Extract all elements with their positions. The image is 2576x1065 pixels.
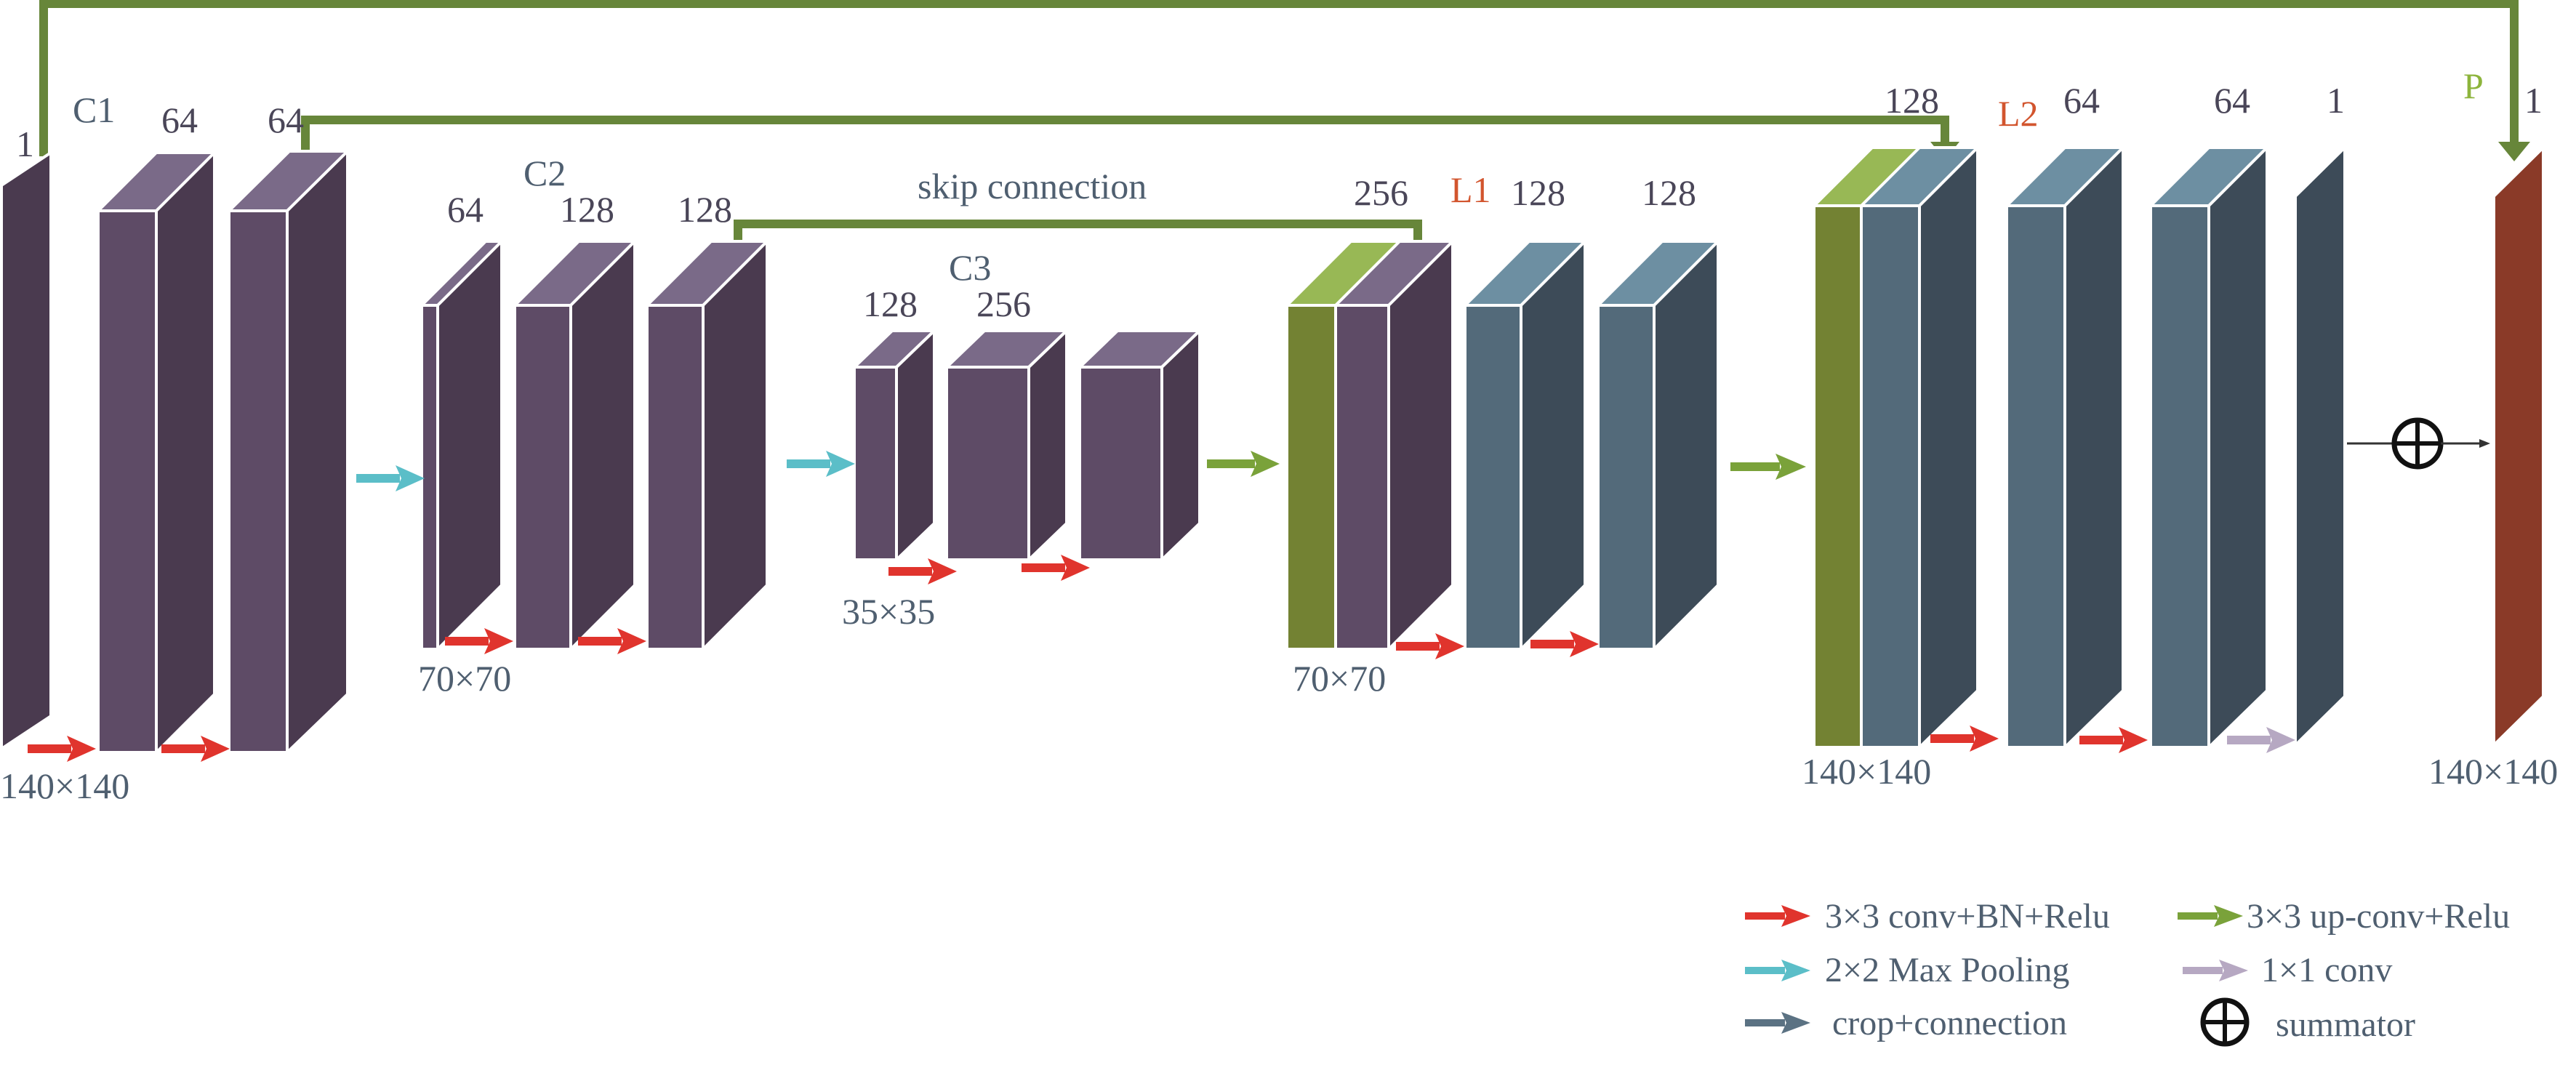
stage-label-c3: C3 (949, 247, 991, 288)
block-c2-c (643, 238, 771, 653)
green-upconv-arrow (1207, 451, 1280, 477)
red-conv-arrow (1022, 555, 1090, 581)
block-c1-b (225, 148, 351, 756)
channel-label: 64 (268, 100, 304, 140)
stage-label-p: P (2463, 65, 2484, 106)
legend-lavender-arrow-icon (2183, 967, 2223, 974)
skip-connection-c2-l1 (734, 220, 1422, 247)
channel-label: 128 (560, 189, 614, 230)
block-l1-b (1461, 238, 1589, 653)
legend-cyan-arrow-icon (1745, 967, 1785, 974)
stage-label-c2: C2 (523, 153, 566, 193)
block-l2-d (2294, 144, 2346, 749)
legend-label: 3×3 up-conv+Relu (2247, 897, 2510, 936)
skip-connection-label: skip connection (918, 166, 1147, 206)
block-c2-b (511, 238, 638, 653)
size-label: 35×35 (842, 591, 935, 632)
channel-label: 1 (16, 124, 34, 164)
block-input (0, 150, 52, 752)
channel-label: 256 (976, 284, 1031, 324)
block-c1-a (95, 149, 218, 756)
legend-label: crop+connection (1832, 1004, 2067, 1042)
channel-label: 128 (678, 189, 732, 230)
legend-label: summator (2276, 1005, 2415, 1044)
summator-node (2347, 417, 2490, 470)
channel-label: 128 (1511, 172, 1565, 213)
green-upconv-arrow (1730, 454, 1806, 480)
red-conv-arrow (1930, 726, 1999, 752)
size-label: 140×140 (0, 765, 129, 806)
channel-label: 128 (1642, 172, 1696, 213)
block-l2-c (2147, 144, 2271, 751)
cyan-pooling-arrow (787, 451, 855, 477)
block-c3-a (851, 327, 938, 563)
channel-label: 1 (2524, 80, 2543, 121)
red-conv-arrow (445, 628, 513, 654)
legend-red-arrow-icon (1745, 912, 1785, 920)
skip-connection-c1-l2 (301, 116, 1949, 156)
skip-arrowhead-p (2498, 142, 2530, 161)
channel-label: 128 (1885, 80, 1939, 121)
legend-item-crop: crop+connection (1745, 1004, 2067, 1042)
stage-label-l1: L1 (1450, 169, 1491, 210)
legend-green-arrow-icon (2178, 912, 2218, 920)
size-label: 70×70 (418, 658, 511, 699)
skip-connections (39, 0, 2519, 247)
stage-label-c1: C1 (73, 89, 115, 130)
channel-label: 1 (2327, 80, 2345, 121)
block-l2-b (2003, 144, 2127, 751)
block-c3-b (943, 327, 1070, 563)
text-labels: C1 C2 C3 L1 L2 P skip connection 1 64 64… (0, 65, 2558, 806)
stage-label-l2: L2 (1998, 93, 2039, 134)
block-c2-a (418, 238, 505, 653)
red-conv-arrow (161, 736, 230, 762)
block-l2-a (1810, 144, 1981, 751)
legend-item-upconv: 3×3 up-conv+Relu (2178, 897, 2510, 936)
lavender-1x1-conv-arrow (2227, 727, 2295, 753)
legend-item-conv: 3×3 conv+BN+Relu (1745, 897, 2110, 936)
channel-label: 256 (1354, 172, 1408, 213)
channel-label: 128 (863, 284, 918, 324)
legend-label: 1×1 conv (2261, 951, 2392, 989)
red-conv-arrow (28, 736, 96, 762)
size-label: 70×70 (1293, 658, 1386, 699)
legend-item-pool: 2×2 Max Pooling (1745, 951, 2069, 989)
block-l1-a (1283, 238, 1456, 653)
red-conv-arrow (578, 628, 646, 654)
legend-item-1x1conv: 1×1 conv (2183, 951, 2392, 989)
channel-label: 64 (2063, 80, 2100, 121)
size-label: 140×140 (2428, 751, 2558, 792)
skip-connection-outer (39, 0, 2519, 156)
block-c3-c (1076, 327, 1203, 563)
red-conv-arrow (1396, 633, 1464, 659)
legend-slate-arrow-icon (1745, 1019, 1785, 1026)
legend-item-sum: summator (2200, 997, 2415, 1047)
legend: 3×3 conv+BN+Relu 3×3 up-conv+Relu 2×2 Ma… (1745, 897, 2510, 1047)
legend-label: 3×3 conv+BN+Relu (1825, 897, 2110, 936)
channel-label: 64 (447, 189, 483, 230)
cyan-pooling-arrow (356, 465, 425, 491)
red-conv-arrow (2079, 727, 2148, 753)
block-output-p (2492, 144, 2545, 749)
channel-label: 64 (161, 100, 198, 140)
red-conv-arrow (1530, 631, 1599, 657)
size-label: 140×140 (1802, 751, 1931, 792)
channel-label: 64 (2214, 80, 2250, 121)
red-conv-arrow (888, 558, 957, 584)
block-l1-c (1594, 238, 1722, 653)
flow-arrows (28, 451, 2295, 762)
legend-label: 2×2 Max Pooling (1825, 951, 2069, 989)
